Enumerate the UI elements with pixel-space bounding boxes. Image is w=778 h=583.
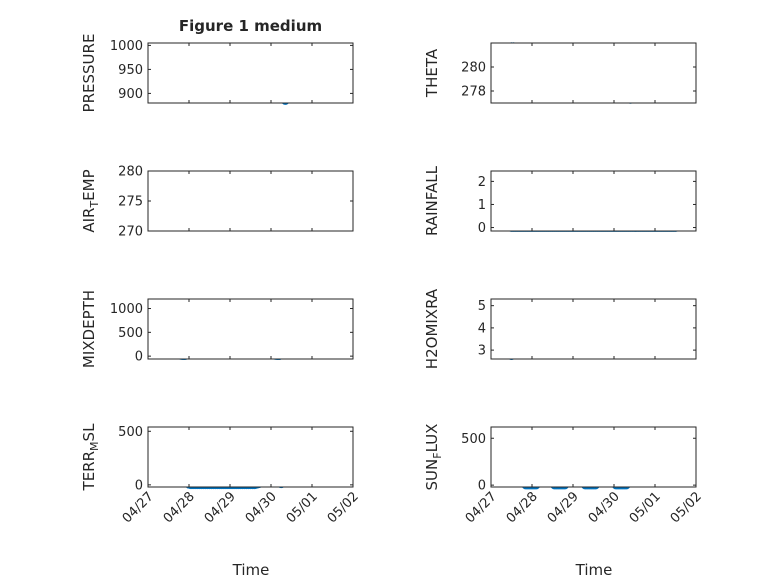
y-tick-label: 900 xyxy=(118,87,143,102)
y-axis-label-subscript: F xyxy=(431,452,444,458)
y-axis-label: AIRTEMP xyxy=(80,169,101,232)
axes-border xyxy=(147,170,354,232)
axes-border xyxy=(490,298,697,360)
y-tick-label: 500 xyxy=(118,425,143,440)
axes-border xyxy=(147,426,354,488)
y-tick-label: 1000 xyxy=(110,302,143,317)
subplot-mixdepth: 0 500 1000 MIXDEPTH xyxy=(80,290,354,368)
y-tick-label: 500 xyxy=(118,326,143,341)
y-axis-label: MIXDEPTH xyxy=(80,290,98,368)
y-tick-label: 0 xyxy=(135,350,143,365)
y-axis-label: SUNFLUX xyxy=(423,424,444,491)
x-axis-label-left: Time xyxy=(232,561,270,579)
y-axis-label-tail: LUX xyxy=(423,424,441,453)
y-axis-label-subscript: T xyxy=(88,201,101,209)
y-tick-label: 0 xyxy=(135,478,143,493)
y-axis-label-subscript: M xyxy=(88,441,101,451)
y-axis-label-main: THETA xyxy=(423,48,441,98)
y-tick-label: 1000 xyxy=(110,39,143,54)
x-axis-label-right: Time xyxy=(575,561,613,579)
subplot-air_temp: 270 275 280 AIRTEMP xyxy=(80,165,354,240)
subplot-pressure: 900 950 1000 PRESSURE Figure 1 medium xyxy=(80,17,354,113)
y-axis-label: PRESSURE xyxy=(80,34,98,113)
y-tick-label: 0 xyxy=(478,479,486,494)
y-axis-label-main: RAINFALL xyxy=(423,165,441,236)
axes-border xyxy=(490,42,697,104)
y-axis-label-tail: SL xyxy=(80,423,98,442)
y-axis-label: RAINFALL xyxy=(423,165,441,236)
axes-border xyxy=(490,426,697,488)
y-axis-label: TERRMSL xyxy=(80,423,101,492)
axes-border xyxy=(147,42,354,104)
y-tick-label: 280 xyxy=(461,61,486,76)
y-tick-label: 3 xyxy=(478,344,486,359)
y-axis-label-main: H2OMIXRA xyxy=(423,288,441,369)
subplot-theta: 278 280 THETA xyxy=(423,42,697,104)
y-tick-label: 1 xyxy=(478,198,486,213)
axes-border xyxy=(490,170,697,232)
y-tick-label: 500 xyxy=(461,432,486,447)
y-tick-label: 275 xyxy=(118,195,143,210)
y-axis-label-main: MIXDEPTH xyxy=(80,290,98,368)
y-axis-label: THETA xyxy=(423,48,441,98)
y-axis-label-main: AIR xyxy=(80,208,98,233)
y-axis-label-main: PRESSURE xyxy=(80,34,98,113)
y-tick-label: 0 xyxy=(478,221,486,236)
y-tick-label: 950 xyxy=(118,63,143,78)
subplot-h2omixra: 3 4 5 H2OMIXRA xyxy=(423,288,697,369)
y-tick-label: 278 xyxy=(461,85,486,100)
y-tick-label: 4 xyxy=(478,321,486,336)
y-axis-label: H2OMIXRA xyxy=(423,288,441,369)
y-axis-label-tail: EMP xyxy=(80,169,98,200)
y-tick-label: 280 xyxy=(118,165,143,180)
subplot-rainfall: 0 1 2 RAINFALL xyxy=(423,165,697,236)
y-tick-label: 270 xyxy=(118,225,143,240)
chart-title: Figure 1 medium xyxy=(179,17,322,35)
y-tick-label: 5 xyxy=(478,299,486,314)
y-axis-label-main: SUN xyxy=(423,459,441,491)
axes-border xyxy=(147,298,354,360)
y-axis-label-main: TERR xyxy=(80,451,98,492)
y-tick-label: 2 xyxy=(478,175,486,190)
